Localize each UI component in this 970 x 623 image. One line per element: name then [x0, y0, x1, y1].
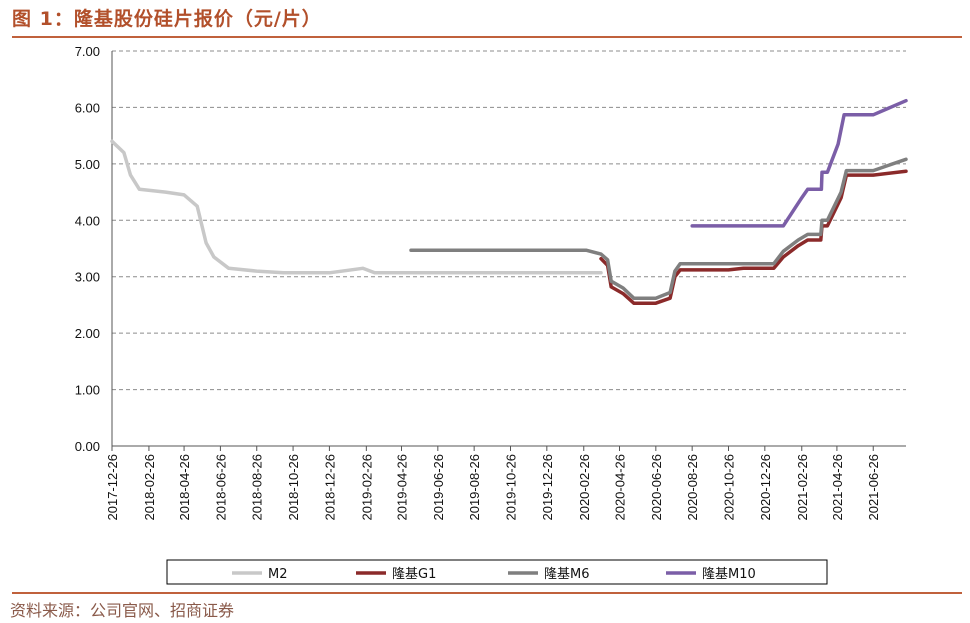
x-tick-label: 2021-02-26	[795, 454, 810, 521]
series-lines	[110, 98, 908, 305]
x-tick-label: 2018-04-26	[177, 454, 192, 521]
x-tick-label: 2018-10-26	[286, 454, 301, 521]
x-tick-label: 2019-02-26	[359, 454, 374, 521]
series-line-2	[409, 157, 908, 300]
x-tick-label: 2018-12-26	[322, 454, 337, 521]
x-tick-label: 2018-08-26	[250, 454, 265, 521]
x-tick-label: 2018-06-26	[213, 454, 228, 521]
series-line-3	[690, 98, 908, 228]
x-tick-label: 2020-08-26	[685, 454, 700, 521]
x-tick-label: 2020-02-26	[577, 454, 592, 521]
x-tick-label: 2021-06-26	[866, 454, 881, 521]
legend: M2 隆基G1 隆基M6 隆基M10	[166, 559, 828, 585]
y-tick-label: 7.00	[75, 44, 100, 59]
x-tick-label: 2020-12-26	[758, 454, 773, 521]
footer-divider	[12, 592, 962, 594]
y-tick-label: 1.00	[75, 383, 100, 398]
grid-lines	[112, 50, 906, 391]
axes	[111, 51, 906, 451]
legend-label: M2	[268, 567, 288, 582]
x-tick-label: 2019-04-26	[394, 454, 409, 521]
legend-label: 隆基G1	[392, 567, 436, 582]
x-tick-label: 2019-10-26	[503, 454, 518, 521]
y-tick-label: 2.00	[75, 326, 100, 341]
x-tick-label: 2021-04-26	[830, 454, 845, 521]
x-tick-label: 2019-06-26	[431, 454, 446, 521]
price-line-chart: 0.00 1.00 2.00 3.00 4.00 5.00 6.00 7.00 2017-12…	[75, 44, 908, 585]
y-tick-label: 3.00	[75, 270, 100, 285]
x-tick-label: 2020-06-26	[649, 454, 664, 521]
x-tick-label: 2018-02-26	[142, 454, 157, 521]
source-note: 资料来源：公司官网、招商证券	[10, 601, 235, 620]
y-tick-labels: 0.00 1.00 2.00 3.00 4.00 5.00 6.00 7.00	[75, 44, 100, 454]
chart-title: 图 1：隆基股份硅片报价（元/片）	[12, 8, 322, 30]
legend-label: 隆基M10	[702, 567, 756, 582]
series-line-1	[599, 169, 908, 305]
y-tick-label: 6.00	[75, 100, 100, 115]
x-tick-label: 2020-04-26	[612, 454, 627, 521]
y-tick-label: 0.00	[75, 439, 100, 454]
x-tick-label: 2017-12-26	[105, 454, 120, 521]
title-divider	[12, 36, 962, 38]
y-tick-label: 4.00	[75, 213, 100, 228]
x-tick-label: 2019-08-26	[467, 454, 482, 521]
x-tick-labels: 2017-12-26 2018-02-26 2018-04-26 2018-06-26…	[105, 454, 881, 521]
legend-box	[166, 559, 828, 585]
x-tick-label: 2020-10-26	[721, 454, 736, 521]
series-line-0	[110, 139, 603, 275]
legend-label: 隆基M6	[544, 567, 590, 582]
x-tick-label: 2019-12-26	[540, 454, 555, 521]
y-tick-label: 5.00	[75, 157, 100, 172]
